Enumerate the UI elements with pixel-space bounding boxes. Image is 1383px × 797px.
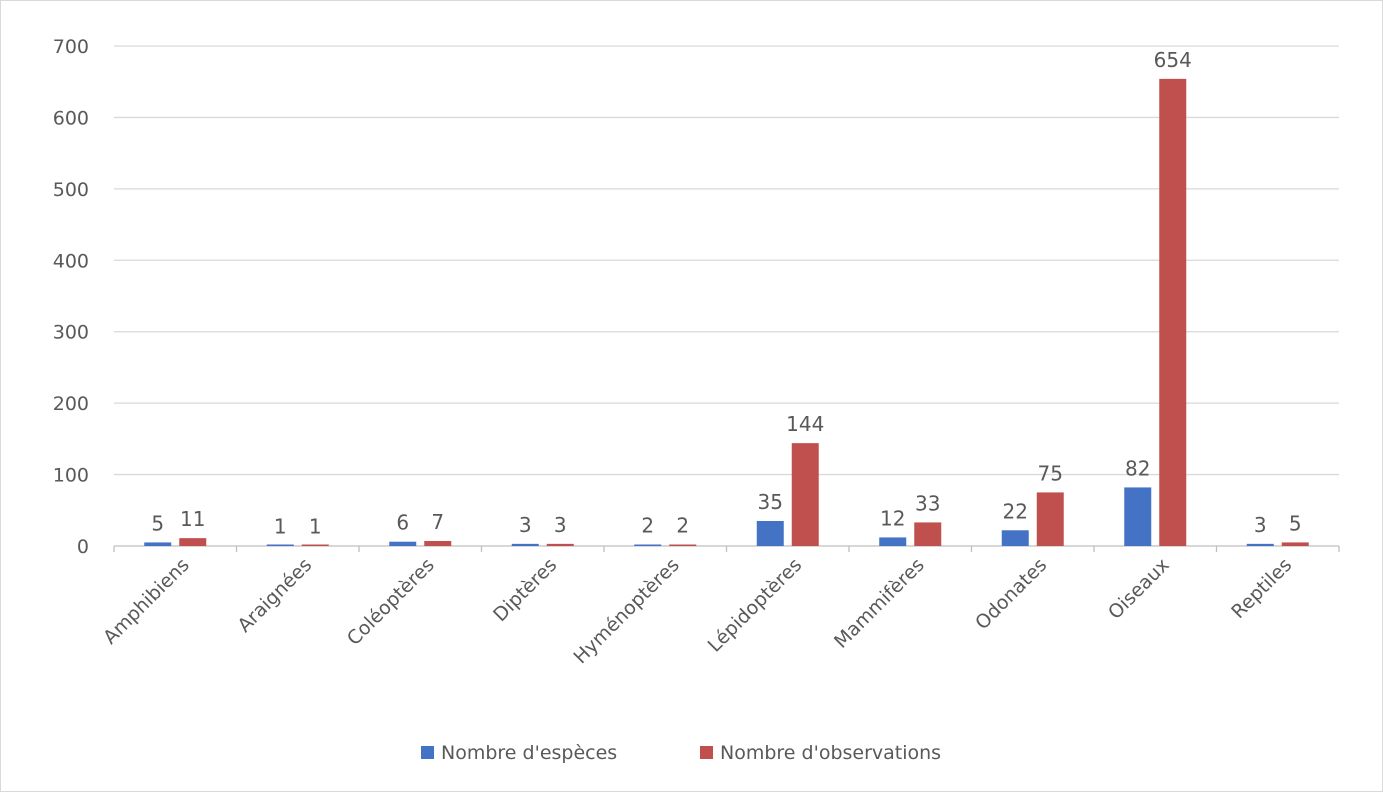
x-tick-label: Diptères — [489, 554, 561, 626]
bar-observations — [424, 541, 452, 546]
data-label: 22 — [1003, 499, 1028, 523]
data-label: 3 — [1254, 513, 1267, 537]
data-label: 33 — [915, 491, 940, 515]
bar-especes — [1246, 543, 1274, 546]
data-label: 12 — [880, 506, 905, 530]
bar-especes — [511, 543, 539, 546]
legend-label: Nombre d'espèces — [441, 742, 617, 764]
x-tick-label: Coléoptères — [343, 554, 439, 650]
bar-observations — [914, 522, 942, 546]
data-label: 82 — [1125, 456, 1150, 480]
y-tick-label: 600 — [53, 107, 89, 129]
y-tick-label: 700 — [53, 36, 89, 58]
y-tick-label: 100 — [53, 465, 89, 487]
x-tick-label: Odonates — [971, 554, 1051, 634]
bar-observations — [669, 544, 697, 546]
bar-especes — [1124, 487, 1152, 546]
data-label: 5 — [151, 511, 164, 535]
bar-especes — [1001, 530, 1029, 546]
bar-observations — [1159, 78, 1187, 546]
y-tick-label: 500 — [53, 179, 89, 201]
data-label: 35 — [758, 490, 783, 514]
bar-especes — [389, 541, 417, 546]
x-tick-label: Lépidoptères — [704, 554, 807, 657]
data-label: 144 — [786, 412, 824, 436]
x-tick-label: Mammifères — [830, 554, 929, 653]
bar-observations — [179, 538, 207, 546]
data-label: 3 — [554, 513, 567, 537]
data-label: 5 — [1289, 511, 1302, 535]
y-tick-label: 200 — [53, 393, 89, 415]
x-tick-label: Hyménoptères — [570, 554, 684, 668]
bar-observations — [791, 443, 819, 546]
data-label: 75 — [1038, 461, 1063, 485]
legend-swatch — [700, 746, 713, 759]
data-label: 11 — [180, 507, 205, 531]
bar-especes — [756, 521, 784, 546]
x-tick-label: Amphibiens — [99, 554, 194, 649]
bar-observations — [1281, 542, 1309, 546]
data-label: 2 — [676, 514, 689, 538]
data-label: 6 — [396, 511, 409, 535]
y-tick-label: 0 — [77, 536, 89, 558]
data-label: 1 — [309, 514, 322, 538]
bar-observations — [301, 544, 329, 546]
data-label: 1 — [274, 514, 287, 538]
bar-especes — [879, 537, 907, 546]
bar-especes — [266, 544, 294, 546]
bar-especes — [144, 542, 172, 546]
bar-observations — [546, 543, 574, 546]
bar-observations — [1036, 492, 1064, 546]
bar-especes — [634, 544, 662, 546]
legend-label: Nombre d'observations — [720, 742, 941, 764]
legend-swatch — [421, 746, 434, 759]
data-label: 7 — [431, 510, 444, 534]
x-tick-label: Reptiles — [1227, 554, 1296, 623]
data-label: 2 — [641, 514, 654, 538]
data-label: 3 — [519, 513, 532, 537]
x-tick-label: Oiseaux — [1104, 554, 1174, 624]
y-tick-label: 400 — [53, 250, 89, 272]
data-label: 654 — [1154, 48, 1192, 72]
y-tick-label: 300 — [53, 322, 89, 344]
x-tick-label: Araignées — [233, 554, 316, 637]
